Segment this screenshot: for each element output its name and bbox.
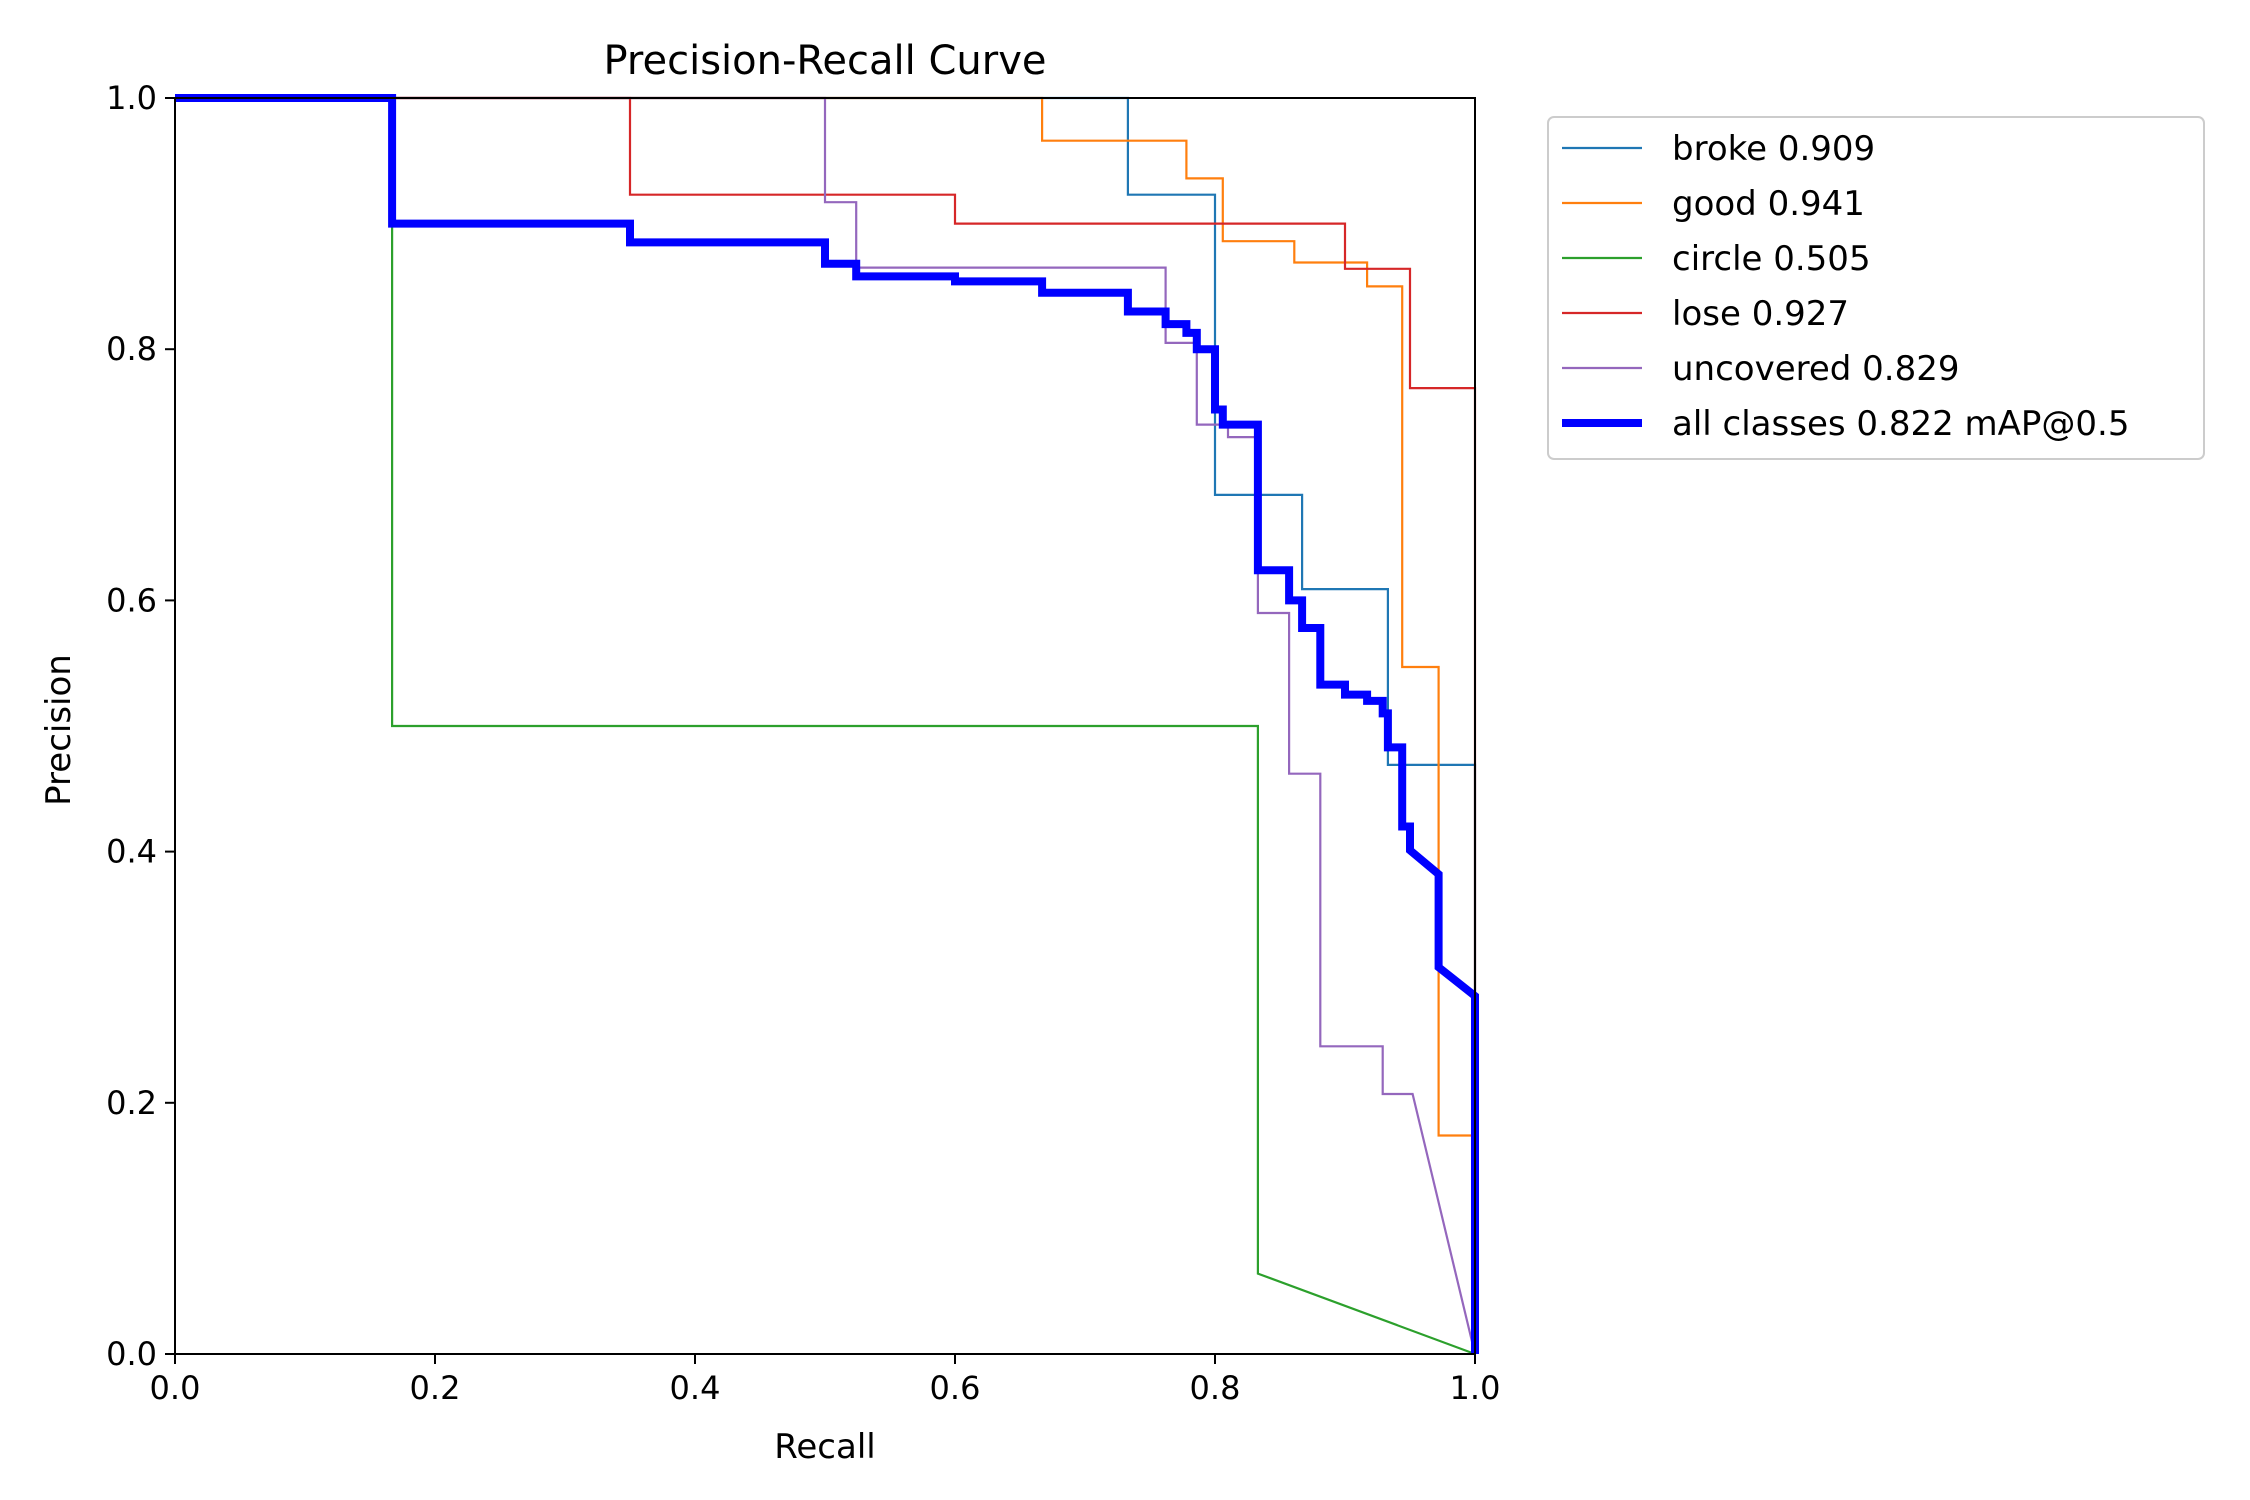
series-line-good <box>175 96 1477 1354</box>
legend-label-circle: circle 0.505 <box>1672 239 1871 279</box>
x-tick-label: 0.6 <box>930 1369 981 1407</box>
legend-label-good: good 0.941 <box>1672 184 1865 224</box>
y-tick-label: 0.6 <box>106 581 157 619</box>
series-line-broke <box>175 96 1477 1354</box>
x-tick-label: 0.8 <box>1190 1369 1241 1407</box>
x-tick-label: 0.0 <box>150 1369 201 1407</box>
y-axis-label: Precision <box>39 654 79 806</box>
legend-label-lose: lose 0.927 <box>1672 294 1849 334</box>
x-axis: 0.0 0.2 0.4 0.6 0.8 1.0 <box>150 1354 1501 1407</box>
x-tick-label: 0.2 <box>410 1369 461 1407</box>
series-line-uncovered <box>175 96 1477 1355</box>
y-tick-label: 0.4 <box>106 833 157 871</box>
x-tick-label: 0.4 <box>670 1369 721 1407</box>
y-tick-label: 1.0 <box>106 79 157 117</box>
legend-label-broke: broke 0.909 <box>1672 129 1875 169</box>
legend-box <box>1547 116 2205 460</box>
legend-label-all-classes: all classes 0.822 mAP@0.5 <box>1672 404 2129 444</box>
y-axis: 0.0 0.2 0.4 0.6 0.8 1.0 <box>106 79 175 1373</box>
x-axis-label: Recall <box>774 1427 875 1467</box>
y-tick-label: 0.2 <box>106 1084 157 1122</box>
series-line-all-classes <box>175 94 1479 1354</box>
legend: broke 0.909 good 0.941 circle 0.505 lose 0.… <box>1547 116 2205 460</box>
y-tick-label: 0.8 <box>106 330 157 368</box>
plot-frame <box>174 97 1476 1355</box>
series-line-lose <box>175 96 1477 1354</box>
chart-title: Precision-Recall Curve <box>604 38 1047 84</box>
x-tick-label: 1.0 <box>1450 1369 1501 1407</box>
y-tick-label: 0.0 <box>106 1335 157 1373</box>
legend-label-uncovered: uncovered 0.829 <box>1672 349 1960 389</box>
